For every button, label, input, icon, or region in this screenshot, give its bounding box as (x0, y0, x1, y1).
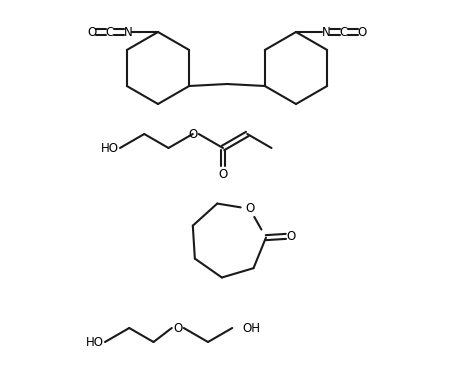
Text: OH: OH (242, 321, 260, 334)
Text: O: O (188, 128, 197, 141)
Text: C: C (106, 26, 114, 39)
Text: O: O (173, 321, 183, 334)
Text: C: C (340, 26, 348, 39)
Text: O: O (357, 26, 367, 39)
Text: O: O (245, 202, 254, 215)
Text: N: N (321, 26, 331, 39)
Text: N: N (123, 26, 133, 39)
Text: HO: HO (86, 336, 104, 348)
Text: O: O (286, 230, 296, 243)
Text: O: O (218, 168, 227, 180)
Text: HO: HO (101, 141, 119, 154)
Text: O: O (87, 26, 97, 39)
